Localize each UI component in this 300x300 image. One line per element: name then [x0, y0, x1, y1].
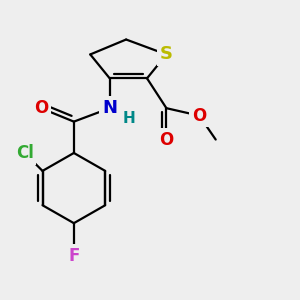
Text: O: O — [192, 107, 206, 125]
Text: Cl: Cl — [16, 144, 34, 162]
Text: S: S — [160, 45, 173, 63]
Text: O: O — [34, 99, 48, 117]
Text: O: O — [159, 130, 173, 148]
Text: H: H — [123, 111, 136, 126]
Text: F: F — [68, 247, 80, 265]
Text: N: N — [102, 99, 117, 117]
